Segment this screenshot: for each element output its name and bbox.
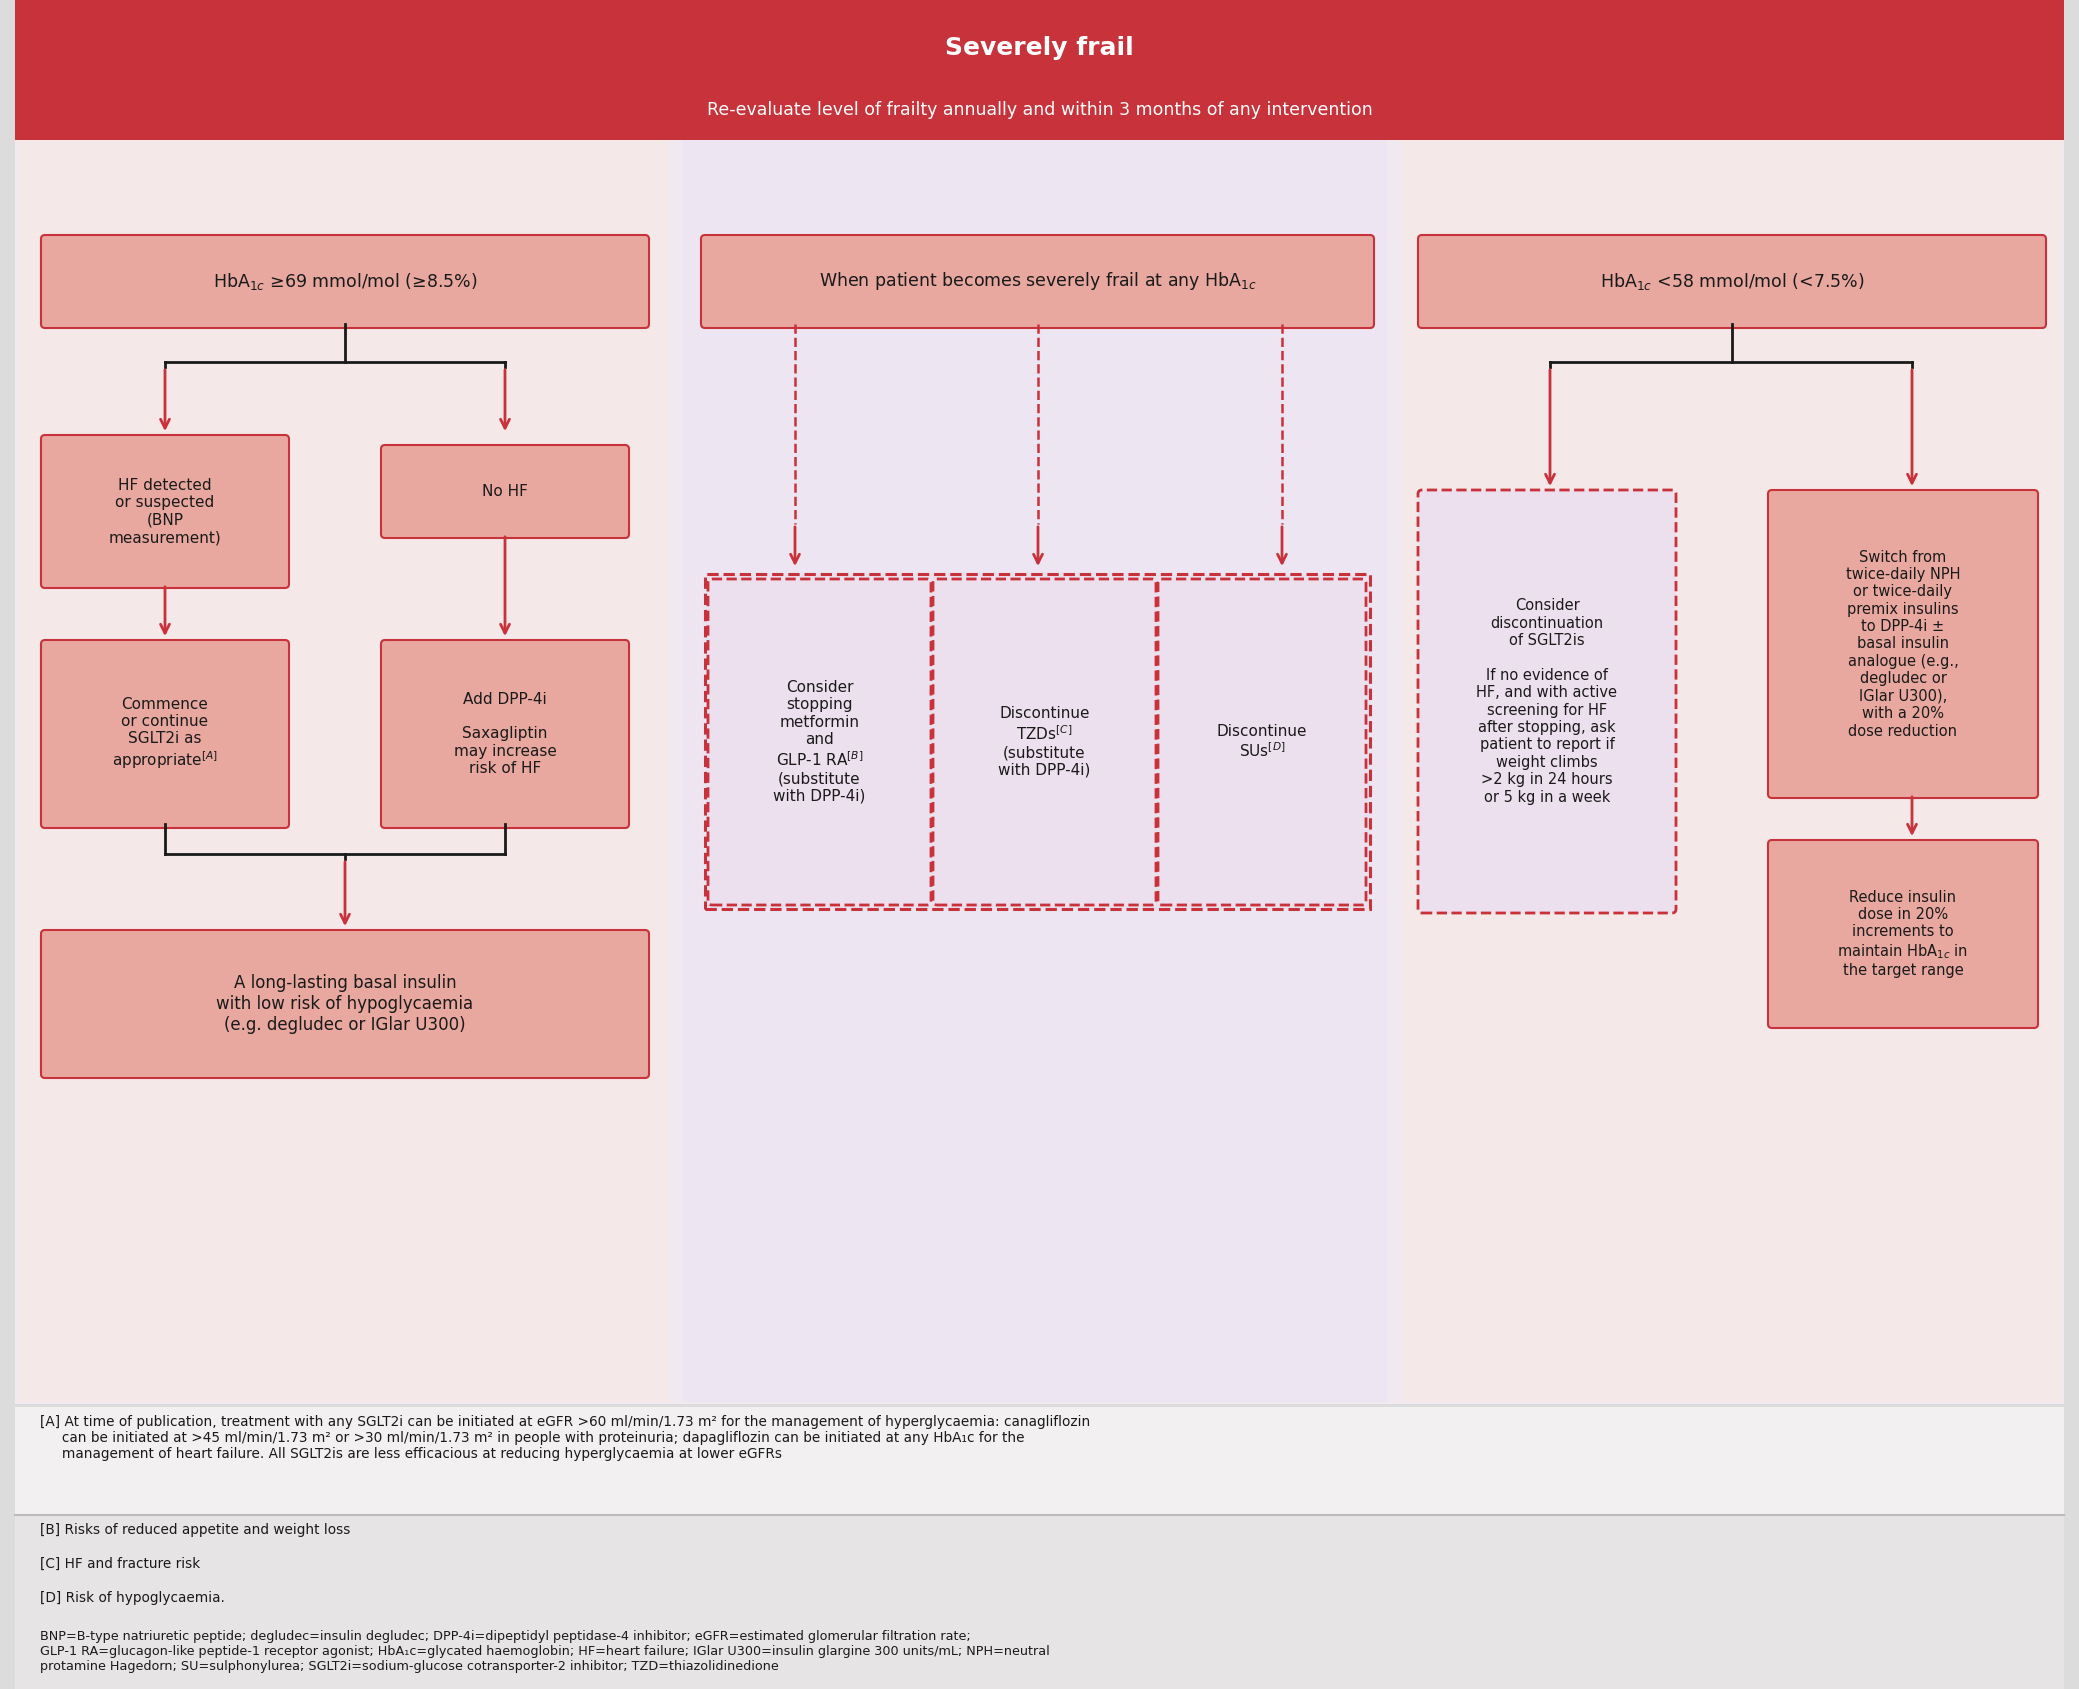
FancyBboxPatch shape (19, 140, 667, 1402)
Text: BNP=B-type natriuretic peptide; degludec=insulin degludec; DPP-4i=dipeptidyl pep: BNP=B-type natriuretic peptide; degludec… (40, 1630, 1050, 1674)
Text: Reduce insulin
dose in 20%
increments to
maintain HbA$_{1c}$ in
the target range: Reduce insulin dose in 20% increments to… (1838, 890, 1969, 978)
FancyBboxPatch shape (380, 640, 630, 828)
Text: HbA$_{1c}$ <58 mmol/mol (<7.5%): HbA$_{1c}$ <58 mmol/mol (<7.5%) (1599, 270, 1865, 292)
FancyBboxPatch shape (701, 235, 1374, 328)
FancyBboxPatch shape (1158, 579, 1366, 905)
Text: HF detected
or suspected
(BNP
measurement): HF detected or suspected (BNP measuremen… (108, 478, 220, 546)
FancyBboxPatch shape (705, 574, 1370, 909)
FancyBboxPatch shape (42, 235, 649, 328)
FancyBboxPatch shape (1767, 490, 2037, 797)
FancyBboxPatch shape (1418, 235, 2046, 328)
Text: A long-lasting basal insulin
with low risk of hypoglycaemia
(e.g. degludec or IG: A long-lasting basal insulin with low ri… (216, 975, 474, 1034)
Text: [A] At time of publication, treatment with any SGLT2i can be initiated at eGFR >: [A] At time of publication, treatment wi… (40, 1415, 1089, 1461)
Text: Commence
or continue
SGLT2i as
appropriate$^{[A]}$: Commence or continue SGLT2i as appropria… (112, 696, 218, 772)
FancyBboxPatch shape (1418, 490, 1676, 914)
Text: Discontinue
TZDs$^{[C]}$
(substitute
with DPP-4i): Discontinue TZDs$^{[C]}$ (substitute wit… (998, 706, 1091, 779)
FancyBboxPatch shape (42, 931, 649, 1078)
Text: HbA$_{1c}$ ≥69 mmol/mol (≥8.5%): HbA$_{1c}$ ≥69 mmol/mol (≥8.5%) (212, 270, 478, 292)
FancyBboxPatch shape (42, 436, 289, 588)
Text: Severely frail: Severely frail (946, 35, 1133, 61)
FancyBboxPatch shape (15, 0, 2064, 140)
FancyBboxPatch shape (15, 35, 2064, 1404)
FancyBboxPatch shape (380, 444, 630, 539)
Text: [B] Risks of reduced appetite and weight loss: [B] Risks of reduced appetite and weight… (40, 1523, 351, 1537)
FancyBboxPatch shape (1767, 839, 2037, 1029)
FancyBboxPatch shape (15, 1407, 2064, 1689)
FancyBboxPatch shape (933, 579, 1156, 905)
Text: Add DPP-4i

Saxagliptin
may increase
risk of HF: Add DPP-4i Saxagliptin may increase risk… (453, 692, 557, 777)
FancyBboxPatch shape (709, 579, 931, 905)
Text: [D] Risk of hypoglycaemia.: [D] Risk of hypoglycaemia. (40, 1591, 225, 1605)
Text: [C] HF and fracture risk: [C] HF and fracture risk (40, 1557, 200, 1571)
FancyBboxPatch shape (42, 640, 289, 828)
Text: Consider
discontinuation
of SGLT2is

If no evidence of
HF, and with active
scree: Consider discontinuation of SGLT2is If n… (1476, 598, 1617, 804)
Text: Discontinue
SUs$^{[D]}$: Discontinue SUs$^{[D]}$ (1216, 723, 1308, 760)
FancyBboxPatch shape (682, 140, 1387, 1402)
Text: Consider
stopping
metformin
and
GLP-1 RA$^{[B]}$
(substitute
with DPP-4i): Consider stopping metformin and GLP-1 RA… (773, 681, 865, 804)
Text: No HF: No HF (482, 485, 528, 498)
Text: Switch from
twice-daily NPH
or twice-daily
premix insulins
to DPP-4i ±
basal ins: Switch from twice-daily NPH or twice-dai… (1846, 549, 1960, 738)
FancyBboxPatch shape (15, 1407, 2064, 1515)
Text: When patient becomes severely frail at any HbA$_{1c}$: When patient becomes severely frail at a… (819, 270, 1256, 292)
Text: Re-evaluate level of frailty annually and within 3 months of any intervention: Re-evaluate level of frailty annually an… (707, 101, 1372, 120)
FancyBboxPatch shape (1401, 140, 2062, 1402)
